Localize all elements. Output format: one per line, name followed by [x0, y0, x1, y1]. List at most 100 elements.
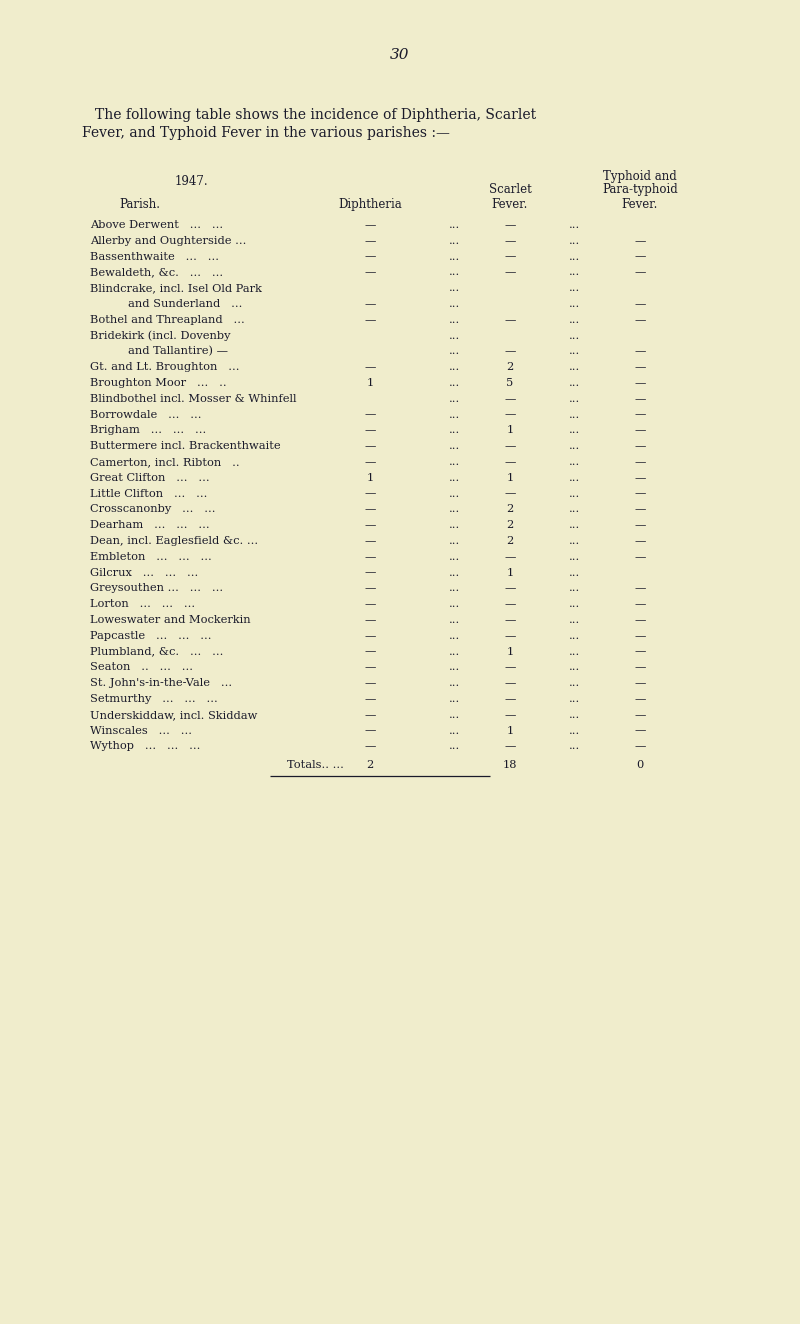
Text: ...: ... — [570, 600, 581, 609]
Text: —: — — [504, 441, 516, 451]
Text: ...: ... — [450, 457, 461, 467]
Text: Wythop   ...   ...   ...: Wythop ... ... ... — [90, 741, 200, 752]
Text: 2: 2 — [506, 520, 514, 530]
Text: —: — — [364, 409, 376, 420]
Text: ...: ... — [570, 678, 581, 688]
Text: Broughton Moor   ...   ..: Broughton Moor ... .. — [90, 377, 226, 388]
Text: —: — — [504, 552, 516, 561]
Text: 1: 1 — [506, 646, 514, 657]
Text: —: — — [634, 536, 646, 545]
Text: Fever.: Fever. — [622, 199, 658, 211]
Text: Bewaldeth, &c.   ...   ...: Bewaldeth, &c. ... ... — [90, 267, 223, 278]
Text: Little Clifton   ...   ...: Little Clifton ... ... — [90, 489, 207, 499]
Text: —: — — [634, 409, 646, 420]
Text: ...: ... — [570, 646, 581, 657]
Text: ...: ... — [450, 536, 461, 545]
Text: ...: ... — [570, 726, 581, 736]
Text: —: — — [364, 363, 376, 372]
Text: ...: ... — [570, 393, 581, 404]
Text: ...: ... — [450, 726, 461, 736]
Text: ...: ... — [450, 425, 461, 436]
Text: Loweswater and Mockerkin: Loweswater and Mockerkin — [90, 616, 250, 625]
Text: and Sunderland   ...: and Sunderland ... — [128, 299, 242, 308]
Text: Blindbothel incl. Mosser & Whinfell: Blindbothel incl. Mosser & Whinfell — [90, 393, 297, 404]
Text: —: — — [364, 425, 376, 436]
Text: ...: ... — [450, 710, 461, 720]
Text: Dearham   ...   ...   ...: Dearham ... ... ... — [90, 520, 210, 530]
Text: ...: ... — [570, 457, 581, 467]
Text: —: — — [634, 441, 646, 451]
Text: 0: 0 — [636, 760, 644, 771]
Text: Embleton   ...   ...   ...: Embleton ... ... ... — [90, 552, 212, 561]
Text: Para-typhoid: Para-typhoid — [602, 183, 678, 196]
Text: —: — — [634, 630, 646, 641]
Text: ...: ... — [450, 662, 461, 673]
Text: —: — — [364, 600, 376, 609]
Text: 2: 2 — [506, 504, 514, 515]
Text: Fever, and Typhoid Fever in the various parishes :—: Fever, and Typhoid Fever in the various … — [82, 126, 450, 140]
Text: 1: 1 — [506, 425, 514, 436]
Text: —: — — [364, 299, 376, 308]
Text: ...: ... — [450, 220, 461, 230]
Text: —: — — [504, 220, 516, 230]
Text: St. John's-in-the-Vale   ...: St. John's-in-the-Vale ... — [90, 678, 232, 688]
Text: —: — — [364, 616, 376, 625]
Text: —: — — [504, 393, 516, 404]
Text: —: — — [634, 678, 646, 688]
Text: Seaton   ..   ...   ...: Seaton .. ... ... — [90, 662, 193, 673]
Text: ...: ... — [570, 267, 581, 278]
Text: —: — — [504, 678, 516, 688]
Text: —: — — [364, 315, 376, 324]
Text: —: — — [364, 646, 376, 657]
Text: ...: ... — [570, 363, 581, 372]
Text: ...: ... — [570, 710, 581, 720]
Text: —: — — [364, 267, 376, 278]
Text: ...: ... — [450, 441, 461, 451]
Text: —: — — [504, 489, 516, 499]
Text: Papcastle   ...   ...   ...: Papcastle ... ... ... — [90, 630, 211, 641]
Text: —: — — [634, 694, 646, 704]
Text: 2: 2 — [506, 363, 514, 372]
Text: ...: ... — [450, 393, 461, 404]
Text: Great Clifton   ...   ...: Great Clifton ... ... — [90, 473, 210, 483]
Text: 5: 5 — [506, 377, 514, 388]
Text: —: — — [504, 347, 516, 356]
Text: —: — — [634, 393, 646, 404]
Text: ...: ... — [570, 504, 581, 515]
Text: ...: ... — [570, 694, 581, 704]
Text: 18: 18 — [502, 760, 518, 771]
Text: —: — — [634, 489, 646, 499]
Text: The following table shows the incidence of Diphtheria, Scarlet: The following table shows the incidence … — [95, 109, 536, 122]
Text: 1: 1 — [506, 568, 514, 577]
Text: —: — — [634, 584, 646, 593]
Text: ...: ... — [570, 283, 581, 293]
Text: —: — — [634, 252, 646, 262]
Text: ...: ... — [570, 299, 581, 308]
Text: ...: ... — [570, 473, 581, 483]
Text: 1: 1 — [366, 377, 374, 388]
Text: —: — — [634, 741, 646, 752]
Text: —: — — [364, 678, 376, 688]
Text: ...: ... — [450, 331, 461, 340]
Text: —: — — [364, 220, 376, 230]
Text: ...: ... — [450, 678, 461, 688]
Text: —: — — [364, 504, 376, 515]
Text: ...: ... — [570, 630, 581, 641]
Text: 2: 2 — [366, 760, 374, 771]
Text: —: — — [634, 236, 646, 246]
Text: —: — — [504, 616, 516, 625]
Text: —: — — [634, 315, 646, 324]
Text: ...: ... — [450, 473, 461, 483]
Text: Parish.: Parish. — [119, 199, 161, 211]
Text: —: — — [504, 236, 516, 246]
Text: —: — — [364, 726, 376, 736]
Text: ...: ... — [570, 552, 581, 561]
Text: ...: ... — [450, 267, 461, 278]
Text: —: — — [364, 584, 376, 593]
Text: —: — — [634, 473, 646, 483]
Text: Buttermere incl. Brackenthwaite: Buttermere incl. Brackenthwaite — [90, 441, 281, 451]
Text: Plumbland, &c.   ...   ...: Plumbland, &c. ... ... — [90, 646, 223, 657]
Text: ...: ... — [570, 489, 581, 499]
Text: ...: ... — [450, 616, 461, 625]
Text: ...: ... — [450, 252, 461, 262]
